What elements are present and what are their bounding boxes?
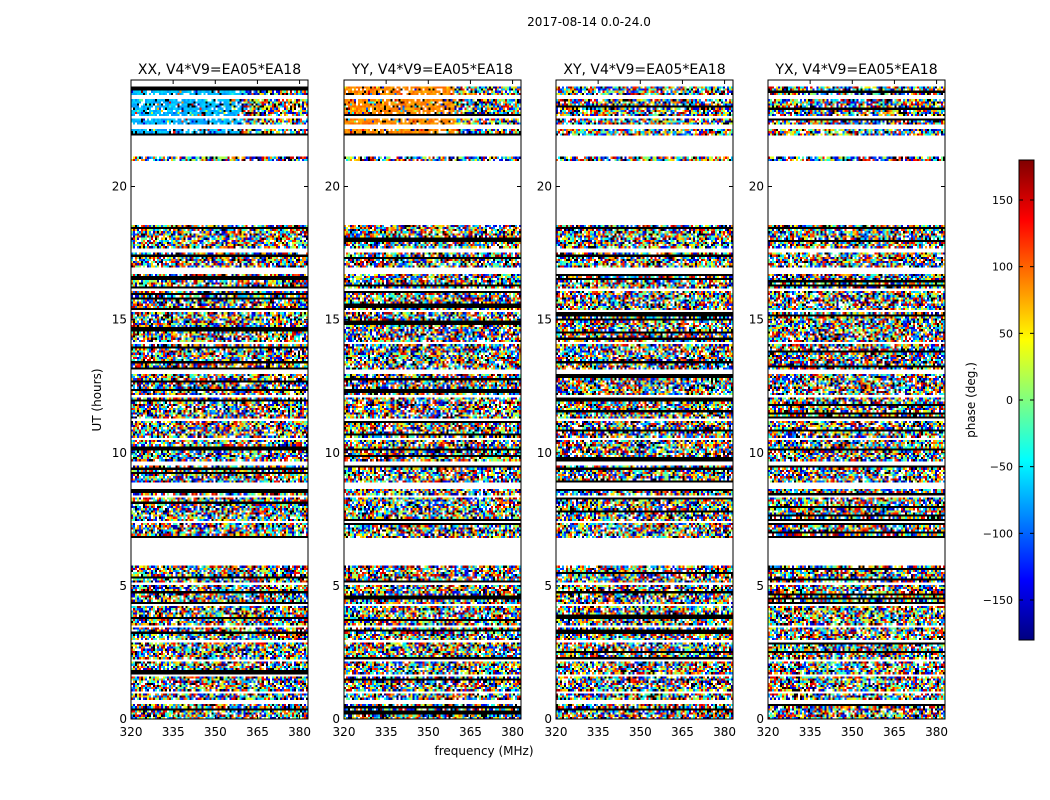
y-tick-label: 5 bbox=[756, 579, 764, 593]
y-tick-label: 5 bbox=[544, 579, 552, 593]
colorbar-tick-label: 150 bbox=[992, 194, 1013, 207]
x-tick-label: 350 bbox=[417, 725, 440, 739]
y-tick-label: 20 bbox=[112, 180, 127, 194]
colorbar-tick-label: 0 bbox=[1006, 394, 1013, 407]
x-tick-label: 320 bbox=[120, 725, 143, 739]
axes-frame bbox=[130, 79, 309, 720]
y-tick-label: 10 bbox=[112, 446, 127, 460]
y-tick-label: 10 bbox=[325, 446, 340, 460]
x-tick-label: 380 bbox=[501, 725, 524, 739]
y-tick-label: 5 bbox=[332, 579, 340, 593]
panel-xy: XY, V4*V9=EA05*EA18 320 335 350 365 380 0 5 10 15… bbox=[537, 62, 736, 739]
phase-image bbox=[768, 80, 945, 719]
phase-image bbox=[556, 80, 733, 719]
panel-yy: YY, V4*V9=EA05*EA18 320 335 350 365 380 0 5 10 15… bbox=[325, 62, 524, 739]
x-tick-label: 335 bbox=[375, 725, 398, 739]
y-tick-label: 15 bbox=[112, 313, 127, 327]
panel-title: XY, V4*V9=EA05*EA18 bbox=[563, 62, 725, 78]
x-tick-label: 350 bbox=[629, 725, 652, 739]
y-tick-label: 0 bbox=[332, 712, 340, 726]
panel-title: YX, V4*V9=EA05*EA18 bbox=[774, 62, 937, 78]
y-tick-label: 0 bbox=[119, 712, 127, 726]
x-tick-label: 365 bbox=[671, 725, 694, 739]
colorbar-tick-label: −150 bbox=[983, 594, 1013, 607]
y-tick-label: 20 bbox=[325, 180, 340, 194]
x-tick-label: 380 bbox=[925, 725, 948, 739]
y-tick-label: 0 bbox=[544, 712, 552, 726]
colorbar-tick-label: 50 bbox=[999, 327, 1013, 340]
colorbar-tick-label: 100 bbox=[992, 261, 1013, 274]
panel-yx: YX, V4*V9=EA05*EA18 320 335 350 365 380 0 5 10 15… bbox=[749, 62, 948, 739]
panel-title: XX, V4*V9=EA05*EA18 bbox=[138, 62, 301, 78]
suptitle: 2017-08-14 0.0-24.0 bbox=[527, 15, 651, 29]
x-tick-label: 335 bbox=[799, 725, 822, 739]
y-tick-label: 10 bbox=[749, 446, 764, 460]
panel-xx: XX, V4*V9=EA05*EA18 320 335 350 365 380 0 5 10 15… bbox=[112, 62, 311, 739]
colorbar-label: phase (deg.) bbox=[964, 362, 978, 438]
x-tick-label: 380 bbox=[288, 725, 311, 739]
phase-image bbox=[344, 80, 521, 719]
y-tick-label: 20 bbox=[537, 180, 552, 194]
x-tick-label: 320 bbox=[545, 725, 568, 739]
y-tick-label: 15 bbox=[325, 313, 340, 327]
x-axis-label: frequency (MHz) bbox=[434, 744, 533, 758]
x-tick-label: 335 bbox=[587, 725, 610, 739]
x-tick-label: 320 bbox=[757, 725, 780, 739]
x-tick-label: 365 bbox=[883, 725, 906, 739]
x-tick-label: 335 bbox=[162, 725, 185, 739]
y-tick-label: 15 bbox=[537, 313, 552, 327]
axes-frame bbox=[555, 79, 734, 720]
y-tick-label: 15 bbox=[749, 313, 764, 327]
phase-image bbox=[131, 80, 308, 719]
y-tick-label: 0 bbox=[756, 712, 764, 726]
colorbar-tick-label: −50 bbox=[990, 461, 1013, 474]
x-tick-label: 350 bbox=[204, 725, 227, 739]
y-tick-label: 20 bbox=[749, 180, 764, 194]
panel-title: YY, V4*V9=EA05*EA18 bbox=[351, 62, 513, 78]
y-axis-label: UT (hours) bbox=[90, 368, 104, 431]
x-tick-label: 365 bbox=[246, 725, 269, 739]
x-tick-label: 350 bbox=[841, 725, 864, 739]
y-tick-label: 10 bbox=[537, 446, 552, 460]
colorbar-tick-label: −100 bbox=[983, 527, 1013, 540]
x-tick-label: 380 bbox=[713, 725, 736, 739]
colorbar: −150 −100 −50 0 50 100 150 bbox=[983, 159, 1035, 641]
x-tick-label: 365 bbox=[459, 725, 482, 739]
axes-frame bbox=[767, 79, 946, 720]
axes-frame bbox=[343, 79, 522, 720]
y-tick-label: 5 bbox=[119, 579, 127, 593]
x-tick-label: 320 bbox=[333, 725, 356, 739]
